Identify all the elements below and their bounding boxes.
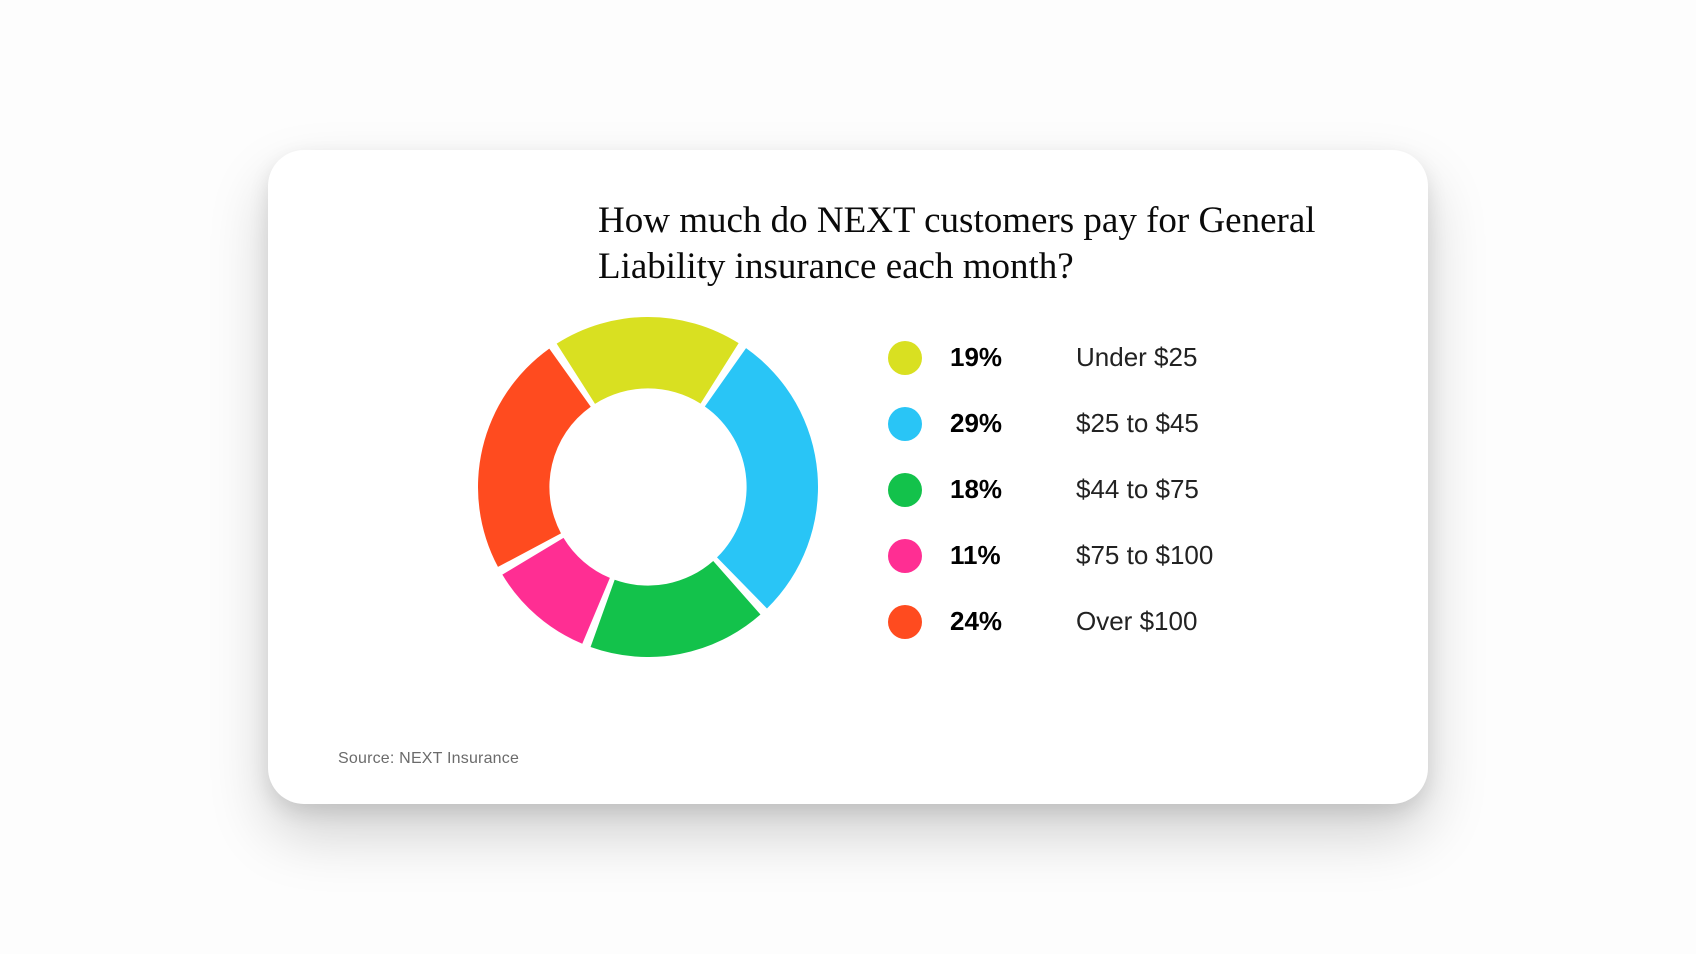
legend-percent: 29% [950,408,1030,439]
donut-slice [705,348,818,608]
donut-chart [478,317,818,657]
chart-legend: 19% Under $25 29% $25 to $45 18% $44 to $75 11… [888,335,1213,639]
chart-content-row: 19% Under $25 29% $25 to $45 18% $44 to $75 11… [478,317,1358,657]
legend-row: 11% $75 to $100 [888,539,1213,573]
legend-swatch-icon [888,473,922,507]
legend-label: $75 to $100 [1076,540,1213,571]
legend-row: 18% $44 to $75 [888,473,1213,507]
chart-card: How much do NEXT customers pay for Gener… [268,150,1428,804]
legend-label: $25 to $45 [1076,408,1199,439]
legend-row: 29% $25 to $45 [888,407,1213,441]
legend-label: Under $25 [1076,342,1197,373]
chart-title: How much do NEXT customers pay for Gener… [598,198,1358,291]
legend-percent: 18% [950,474,1030,505]
legend-row: 24% Over $100 [888,605,1213,639]
legend-percent: 11% [950,540,1030,571]
donut-slice [557,317,739,404]
legend-percent: 19% [950,342,1030,373]
donut-svg [478,317,818,657]
legend-row: 19% Under $25 [888,341,1213,375]
legend-swatch-icon [888,407,922,441]
page-stage: How much do NEXT customers pay for Gener… [0,0,1696,954]
legend-label: Over $100 [1076,606,1197,637]
legend-swatch-icon [888,605,922,639]
legend-swatch-icon [888,539,922,573]
legend-label: $44 to $75 [1076,474,1199,505]
chart-source: Source: NEXT Insurance [338,750,519,768]
donut-slice [478,348,591,566]
legend-swatch-icon [888,341,922,375]
legend-percent: 24% [950,606,1030,637]
